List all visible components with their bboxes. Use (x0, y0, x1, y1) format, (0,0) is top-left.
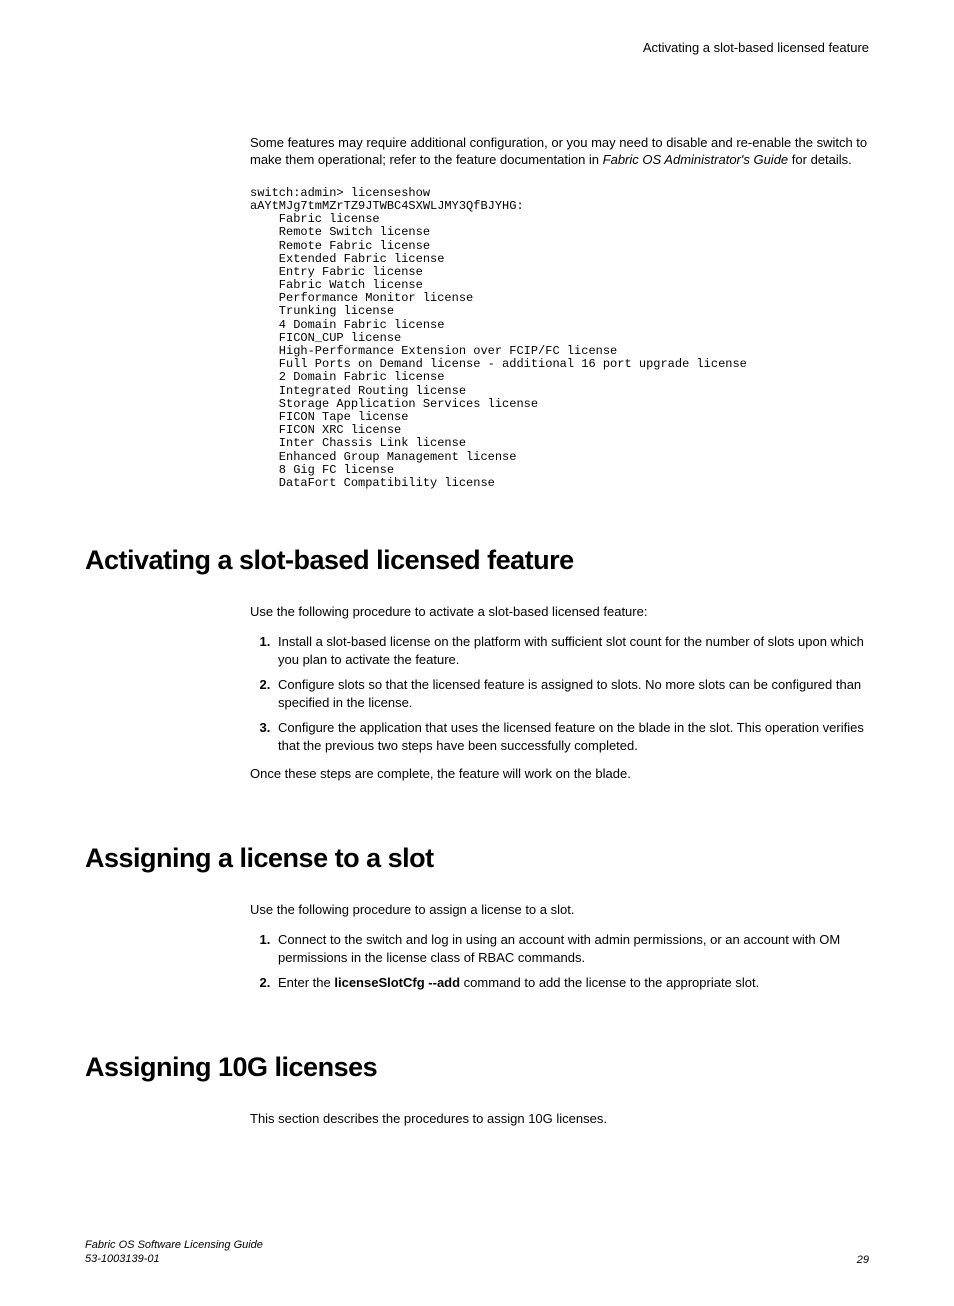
running-header: Activating a slot-based licensed feature (85, 40, 869, 55)
code-block-licenseshow: switch:admin> licenseshow aAYtMJg7tmMZrT… (250, 187, 869, 490)
footer-left: Fabric OS Software Licensing Guide 53-10… (85, 1238, 263, 1267)
footer-doc-title: Fabric OS Software Licensing Guide (85, 1238, 263, 1252)
heading-assigning-10g: Assigning 10G licenses (85, 1052, 869, 1083)
section3-intro: This section describes the procedures to… (250, 1111, 869, 1128)
footer-page-number: 29 (857, 1254, 869, 1266)
page-footer: Fabric OS Software Licensing Guide 53-10… (85, 1238, 869, 1267)
intro-italic: Fabric OS Administrator's Guide (603, 152, 789, 167)
heading-activating: Activating a slot-based licensed feature (85, 545, 869, 576)
section2-intro: Use the following procedure to assign a … (250, 902, 869, 919)
running-title: Activating a slot-based licensed feature (643, 40, 869, 55)
intro-text-2: for details. (788, 152, 852, 167)
step2-text-before: Enter the (278, 975, 334, 990)
heading-assigning-slot: Assigning a license to a slot (85, 843, 869, 874)
footer-doc-id: 53-1003139-01 (85, 1252, 263, 1266)
list-item: Enter the licenseSlotCfg --add command t… (274, 974, 869, 992)
section1-outro: Once these steps are complete, the featu… (250, 766, 869, 783)
step2-text-after: command to add the license to the approp… (460, 975, 759, 990)
list-item: Configure slots so that the licensed fea… (274, 676, 869, 711)
list-item: Install a slot-based license on the plat… (274, 633, 869, 668)
step2-command: licenseSlotCfg --add (334, 975, 460, 990)
section1-steps: Install a slot-based license on the plat… (250, 633, 869, 754)
list-item: Configure the application that uses the … (274, 719, 869, 754)
list-item: Connect to the switch and log in using a… (274, 931, 869, 966)
section1-intro: Use the following procedure to activate … (250, 604, 869, 621)
section2-steps: Connect to the switch and log in using a… (250, 931, 869, 992)
intro-paragraph: Some features may require additional con… (250, 135, 869, 169)
